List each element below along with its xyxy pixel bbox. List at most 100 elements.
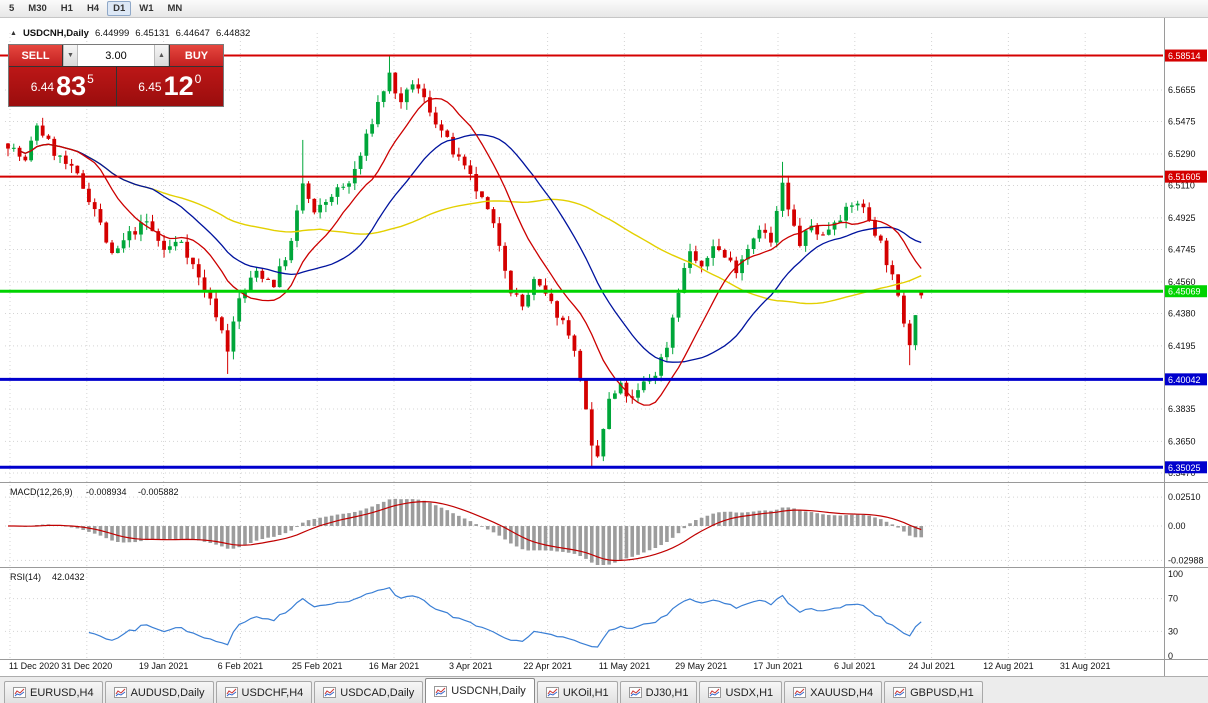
price-axis[interactable]: 6.5655 6.5475 6.5290 6.5110 6.4925 6.4745 6.45… xyxy=(1165,49,1207,478)
symbol-info: ▲ USDCNH,Daily 6.44999 6.45131 6.44647 6… xyxy=(10,28,250,39)
chart-background xyxy=(0,18,1208,676)
collapse-icon[interactable]: ▲ xyxy=(10,30,17,37)
timeframe-toolbar: 5 M30 H1 H4 D1 W1 MN xyxy=(0,0,1208,18)
tab-usdx-h1[interactable]: USDX,H1 xyxy=(699,681,783,703)
sell-price-button[interactable]: 6.44 83 5 xyxy=(9,67,116,106)
tab-usdcnh-daily[interactable]: USDCNH,Daily xyxy=(425,678,535,703)
rsi-value: 42.0432 xyxy=(52,572,85,582)
tab-eurusd-h4[interactable]: EURUSD,H4 xyxy=(4,681,103,703)
sell-button[interactable]: SELL xyxy=(9,45,62,66)
date-label: 29 May 2021 xyxy=(675,661,727,671)
tab-gbpusd-h1[interactable]: GBPUSD,H1 xyxy=(884,681,983,703)
tab-usdchf-h4[interactable]: USDCHF,H4 xyxy=(215,681,313,703)
chart-icon xyxy=(545,687,559,698)
date-label: 24 Jul 2021 xyxy=(908,661,955,671)
lot-decrease-icon[interactable]: ▼ xyxy=(63,45,78,66)
tab-label: EURUSD,H4 xyxy=(30,686,94,699)
price-tick-label: 6.3650 xyxy=(1168,436,1196,446)
date-label: 31 Aug 2021 xyxy=(1060,661,1111,671)
lot-size-spinner: ▼ 3.00 ▲ xyxy=(63,45,169,66)
level-price-badge xyxy=(1165,49,1207,62)
chart-area: 6.5655 6.5475 6.5290 6.5110 6.4925 6.4745 6.45… xyxy=(0,18,1208,676)
price-tick-label: 6.3835 xyxy=(1168,404,1196,414)
price-tick-label: 6.4745 xyxy=(1168,244,1196,254)
chart-icon xyxy=(628,687,642,698)
price-tick-label: 6.5655 xyxy=(1168,85,1196,95)
macd-axis-label: 0.02510 xyxy=(1168,492,1201,502)
timeframe-button-m30[interactable]: M30 xyxy=(22,1,52,16)
timeframe-button-w1[interactable]: W1 xyxy=(133,1,159,16)
level-price-badge xyxy=(1165,170,1207,183)
date-label: 19 Jan 2021 xyxy=(139,661,189,671)
date-label: 25 Feb 2021 xyxy=(292,661,343,671)
tab-audusd-daily[interactable]: AUDUSD,Daily xyxy=(104,681,214,703)
ma-red-line[interactable] xyxy=(19,97,922,406)
price-tick-label: 6.4560 xyxy=(1168,277,1196,287)
level-price-badge xyxy=(1165,461,1207,474)
macd-axis-label: -0.02988 xyxy=(1168,555,1204,565)
tab-label: USDCNH,Daily xyxy=(451,685,526,697)
tab-label: AUDUSD,Daily xyxy=(130,686,205,699)
price-chart-canvas[interactable]: 6.5655 6.5475 6.5290 6.5110 6.4925 6.4745 6.45… xyxy=(0,18,1208,676)
rsi-axis-label: 0 xyxy=(1168,651,1173,661)
date-label: 12 Aug 2021 xyxy=(983,661,1034,671)
tab-label: DJ30,H1 xyxy=(645,686,689,699)
level-price-badge-label: 6.40042 xyxy=(1168,375,1201,385)
price-tick-label: 6.4380 xyxy=(1168,308,1196,318)
chart-icon xyxy=(434,685,448,697)
macd-axis-label: 0.00 xyxy=(1168,521,1186,531)
date-label: 11 Dec 2020 xyxy=(9,661,59,671)
timeframe-button-5[interactable]: 5 xyxy=(3,1,20,16)
one-click-trading-panel: SELL ▼ 3.00 ▲ BUY 6.44 83 5 6.45 12 0 xyxy=(8,44,224,107)
tab-dj30-h1[interactable]: DJ30,H1 xyxy=(619,681,698,703)
rsi-axis-label: 70 xyxy=(1168,594,1178,604)
date-axis[interactable]: 11 Dec 2020 31 Dec 2020 19 Jan 2021 6 Feb 2… xyxy=(9,661,1111,671)
buy-price-button[interactable]: 6.45 12 0 xyxy=(116,67,223,106)
price-tick-label: 6.5290 xyxy=(1168,149,1196,159)
timeframe-button-mn[interactable]: MN xyxy=(162,1,189,16)
chart-icon xyxy=(793,687,807,698)
tab-label: XAUUSD,H4 xyxy=(810,686,874,699)
ohlc-close: 6.44832 xyxy=(215,28,251,39)
macd-label: MACD(12,26,9) xyxy=(10,487,73,497)
date-label: 3 Apr 2021 xyxy=(449,661,493,671)
rsi-panel: RSI(14) 42.0432 100 70 30 0 xyxy=(5,569,1183,661)
timeframe-button-h4[interactable]: H4 xyxy=(81,1,105,16)
lot-increase-icon[interactable]: ▲ xyxy=(154,45,169,66)
tab-ukoil-h1[interactable]: UKOil,H1 xyxy=(536,681,618,703)
panel-frame xyxy=(0,18,1208,676)
timeframe-button-h1[interactable]: H1 xyxy=(55,1,79,16)
macd-signal-line xyxy=(8,500,922,562)
level-price-badge-label: 6.58514 xyxy=(1168,51,1201,61)
date-label: 11 May 2021 xyxy=(599,661,650,671)
candles-layer xyxy=(6,55,924,467)
price-tick-label: 6.4925 xyxy=(1168,213,1196,223)
date-label: 16 Mar 2021 xyxy=(369,661,420,671)
tab-usdcad-daily[interactable]: USDCAD,Daily xyxy=(314,681,424,703)
lot-size-field[interactable]: 3.00 xyxy=(78,45,154,66)
chart-icon xyxy=(13,687,26,698)
rsi-label: RSI(14) xyxy=(10,572,41,582)
ohlc-low: 6.44647 xyxy=(175,28,210,39)
rsi-axis-label: 100 xyxy=(1168,569,1183,579)
price-tick-label: 6.4195 xyxy=(1168,341,1196,351)
level-price-badge xyxy=(1165,285,1207,298)
chart-icon xyxy=(224,687,238,698)
tab-label: GBPUSD,H1 xyxy=(910,686,974,699)
tab-label: USDCAD,Daily xyxy=(340,686,415,699)
rsi-axis-label: 30 xyxy=(1168,626,1178,636)
macd-signal-value: -0.005882 xyxy=(138,487,179,497)
date-label: 17 Jun 2021 xyxy=(753,661,803,671)
ohlc-high: 6.45131 xyxy=(135,28,170,39)
tab-label: USDCHF,H4 xyxy=(241,686,304,699)
tab-xauusd-h4[interactable]: XAUUSD,H4 xyxy=(784,681,883,703)
buy-button[interactable]: BUY xyxy=(170,45,223,66)
ma-yellow-line[interactable] xyxy=(19,143,922,305)
timeframe-button-d1[interactable]: D1 xyxy=(107,1,132,16)
ma-blue-line[interactable] xyxy=(19,134,922,363)
tab-label: USDX,H1 xyxy=(725,686,774,699)
date-label: 22 Apr 2021 xyxy=(523,661,572,671)
chart-icon xyxy=(323,687,337,698)
rsi-line xyxy=(88,587,922,648)
date-label: 6 Jul 2021 xyxy=(834,661,876,671)
